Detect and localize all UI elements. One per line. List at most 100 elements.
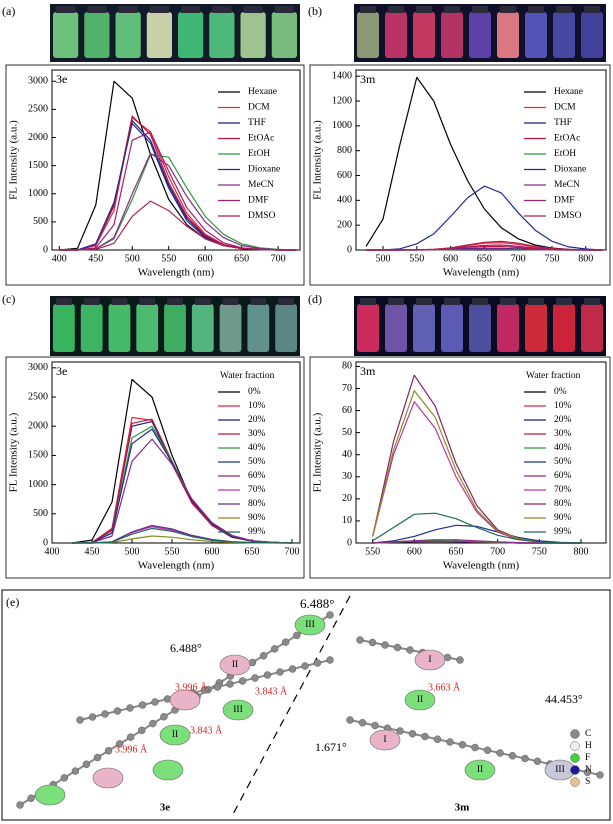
vial [115,12,141,58]
legend-label: 30% [554,429,572,439]
x-tick-label: 700 [490,546,505,557]
atom [446,738,454,746]
legend-label: DMSO [248,211,276,221]
spectrum-line [372,401,581,544]
y-tick-label: 70 [342,383,352,394]
atom [433,735,442,743]
spectrum-line [366,240,603,251]
atom [293,631,301,640]
legend-label: 30% [248,429,266,439]
y-tick-label: 3000 [28,362,48,373]
y-tick-label: 500 [33,216,48,227]
x-tick-label: 550 [161,253,176,264]
vial [413,12,435,58]
y-axis-title: FL Intensity (a.u.) [8,412,20,492]
atom [113,707,122,715]
atom [16,801,24,809]
compound-label: 3e [56,364,67,378]
legend-label: 50% [248,457,266,467]
chart-frame [5,64,305,286]
legend-label: THF [248,118,266,128]
legend-label: THF [554,118,572,128]
y-tick-label: 3000 [28,76,48,87]
atom [259,652,268,660]
vial [84,12,110,58]
annotation: 3.843 Å [190,724,223,736]
y-tick-label: 1000 [28,479,48,490]
vial-cap [243,6,263,13]
atom [160,713,168,721]
panel-label: (c) [2,292,15,306]
ring-label: II [477,765,483,775]
vial-cap [472,6,488,13]
panel-label: (b) [308,4,322,18]
atom [251,674,259,682]
vial-cap [360,298,376,305]
ring [219,654,251,676]
compound-label: 3m [360,364,376,378]
spectrum-line [59,200,297,251]
vial [525,304,547,352]
vial [271,12,297,58]
vial-cap [56,6,76,13]
vial [53,12,79,58]
y-tick-label: 0 [347,537,352,548]
panel-label: (e) [6,595,19,609]
vial-cap [388,6,404,13]
atom [138,726,146,735]
annotation: 44.453° [545,692,583,706]
atom [381,641,389,649]
x-tick-label: 600 [407,546,422,557]
legend-label: DCM [248,103,270,113]
atom [521,754,529,763]
vial-cap [181,6,201,13]
legend-label: Hexane [554,87,583,97]
vial-cap [444,298,460,305]
y-tick-label: 50 [342,427,352,438]
legend-label: C [585,729,591,739]
y-tick-label: 2000 [28,421,48,432]
legend-label: H [585,741,592,751]
atom [151,698,159,706]
legend-label: 40% [248,443,266,453]
y-tick-label: 0 [43,244,48,255]
x-tick-label: 800 [578,253,593,264]
panel-e-frame [1,589,611,821]
legend-label: EtOH [248,149,270,159]
spectrum-line [372,390,581,544]
legend-label: Dioxane [554,165,586,175]
ring [464,759,496,781]
y-tick-label: 0 [43,537,48,548]
atom [93,753,102,762]
atom [570,741,580,751]
legend-label: DCM [554,103,576,113]
atom [126,704,134,712]
vial-cap [360,6,376,13]
atom [238,677,247,685]
x-tick-label: 500 [125,253,140,264]
spectrum-line [372,524,582,544]
atom [127,733,135,741]
legend-title: Water fraction [220,370,275,381]
legend-label: Hexane [248,87,277,97]
x-tick-label: 650 [449,546,464,557]
vial [146,12,172,58]
vial-cap [149,6,169,13]
plot-frame [51,69,301,251]
atom [263,671,272,679]
ring-label: II [172,730,178,740]
x-tick-label: 550 [365,546,380,557]
x-tick-label: 500 [376,253,391,264]
vial-cap [87,6,107,13]
atom [483,746,492,754]
vial-cap [250,298,267,305]
panel-label: (a) [2,4,15,18]
vial [385,304,407,352]
y-tick-label: 1500 [28,450,48,461]
spectrum-line [372,539,581,544]
atom [406,646,414,654]
vial-cap [111,298,128,305]
vial-cap [472,298,488,305]
legend-label: 90% [248,513,266,523]
